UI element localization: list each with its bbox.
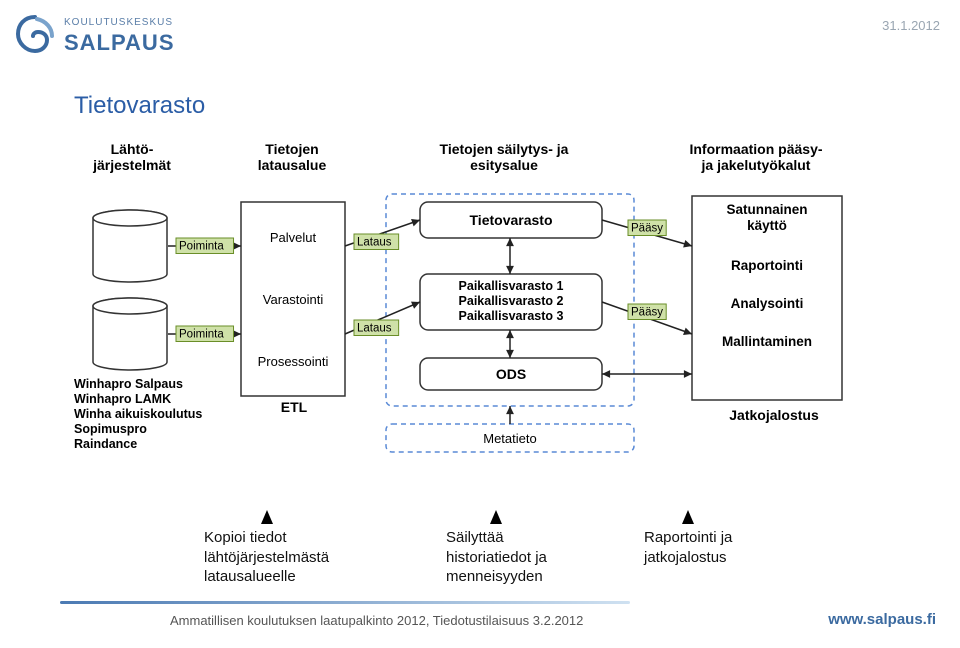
annotation-line: jatkojalostus bbox=[644, 548, 732, 568]
diagram-svg: Lähtö-järjestelmät Tietojenlatausalue Tiet… bbox=[74, 136, 886, 496]
slide-date: 31.1.2012 bbox=[882, 18, 940, 33]
footer-text: Ammatillisen koulutuksen laatupalkinto 2… bbox=[170, 613, 583, 628]
svg-text:Informaation pääsy-: Informaation pääsy- bbox=[689, 141, 822, 157]
svg-text:Winha aikuiskoulutus: Winha aikuiskoulutus bbox=[74, 407, 202, 421]
svg-text:Jatkojalostus: Jatkojalostus bbox=[729, 407, 819, 423]
footer-url: www.salpaus.fi bbox=[828, 611, 936, 628]
slide-root: KOULUTUSKESKUS SALPAUS 31.1.2012 Tietova… bbox=[0, 0, 960, 648]
svg-text:Metatieto: Metatieto bbox=[483, 431, 536, 446]
svg-text:ja jakelutyökalut: ja jakelutyökalut bbox=[701, 157, 811, 173]
annotation-line: historiatiedot ja bbox=[446, 548, 547, 568]
annotation-block: Kopioi tiedotlähtöjärjestelmästälatausal… bbox=[204, 510, 329, 587]
logo-swirl-icon bbox=[14, 13, 56, 55]
logo-subtitle: KOULUTUSKESKUS bbox=[64, 17, 173, 28]
svg-text:Paikallisvarasto 3: Paikallisvarasto 3 bbox=[459, 309, 564, 323]
footer-accent-line bbox=[60, 601, 630, 604]
svg-text:Tietojen: Tietojen bbox=[265, 141, 318, 157]
arrow-up-icon bbox=[261, 510, 273, 524]
svg-text:Tietovarasto: Tietovarasto bbox=[470, 212, 553, 228]
svg-text:Mallintaminen: Mallintaminen bbox=[722, 334, 812, 349]
diagram: Lähtö-järjestelmät Tietojenlatausalue Tiet… bbox=[74, 136, 886, 496]
svg-text:Lataus: Lataus bbox=[357, 323, 392, 335]
svg-text:Winhapro LAMK: Winhapro LAMK bbox=[74, 392, 171, 406]
logo-title: SALPAUS bbox=[64, 30, 175, 55]
annotation-block: Säilyttäähistoriatiedot jamenneisyyden bbox=[446, 510, 547, 587]
svg-text:Lataus: Lataus bbox=[357, 237, 392, 249]
svg-text:Winhapro Salpaus: Winhapro Salpaus bbox=[74, 377, 183, 391]
arrow-up-icon bbox=[682, 510, 694, 524]
svg-text:Palvelut: Palvelut bbox=[270, 230, 317, 245]
svg-text:Pääsy: Pääsy bbox=[631, 223, 663, 235]
logo-text: KOULUTUSKESKUS SALPAUS bbox=[64, 12, 175, 56]
svg-text:Varastointi: Varastointi bbox=[263, 292, 324, 307]
svg-text:Paikallisvarasto 2: Paikallisvarasto 2 bbox=[459, 294, 564, 308]
slide-title: Tietovarasto bbox=[74, 92, 205, 120]
svg-text:Analysointi: Analysointi bbox=[731, 296, 804, 311]
svg-text:Poiminta: Poiminta bbox=[179, 329, 224, 341]
svg-text:Prosessointi: Prosessointi bbox=[258, 354, 329, 369]
svg-text:Raindance: Raindance bbox=[74, 437, 137, 451]
annotation-line: Kopioi tiedot bbox=[204, 528, 329, 548]
svg-text:käyttö: käyttö bbox=[747, 218, 787, 233]
svg-text:Raportointi: Raportointi bbox=[731, 258, 803, 273]
arrow-up-icon bbox=[490, 510, 502, 524]
annotation-line: Raportointi ja bbox=[644, 528, 732, 548]
svg-text:Tietojen säilytys- ja: Tietojen säilytys- ja bbox=[440, 141, 569, 157]
svg-text:latausalue: latausalue bbox=[258, 157, 327, 173]
svg-text:Satunnainen: Satunnainen bbox=[726, 202, 807, 217]
annotation-line: lähtöjärjestelmästä bbox=[204, 548, 329, 568]
svg-text:ETL: ETL bbox=[281, 399, 308, 415]
svg-text:esitysalue: esitysalue bbox=[470, 157, 538, 173]
svg-text:Lähtö-: Lähtö- bbox=[111, 141, 154, 157]
annotation-line: latausalueelle bbox=[204, 567, 329, 587]
annotation-block: Raportointi jajatkojalostus bbox=[644, 510, 732, 567]
svg-text:Poiminta: Poiminta bbox=[179, 241, 224, 253]
svg-text:Pääsy: Pääsy bbox=[631, 307, 663, 319]
svg-text:Paikallisvarasto 1: Paikallisvarasto 1 bbox=[459, 279, 564, 293]
svg-text:ODS: ODS bbox=[496, 366, 526, 382]
logo: KOULUTUSKESKUS SALPAUS bbox=[14, 12, 175, 56]
svg-text:Sopimuspro: Sopimuspro bbox=[74, 422, 147, 436]
annotation-line: Säilyttää bbox=[446, 528, 547, 548]
svg-text:järjestelmät: järjestelmät bbox=[92, 157, 171, 173]
annotation-line: menneisyyden bbox=[446, 567, 547, 587]
